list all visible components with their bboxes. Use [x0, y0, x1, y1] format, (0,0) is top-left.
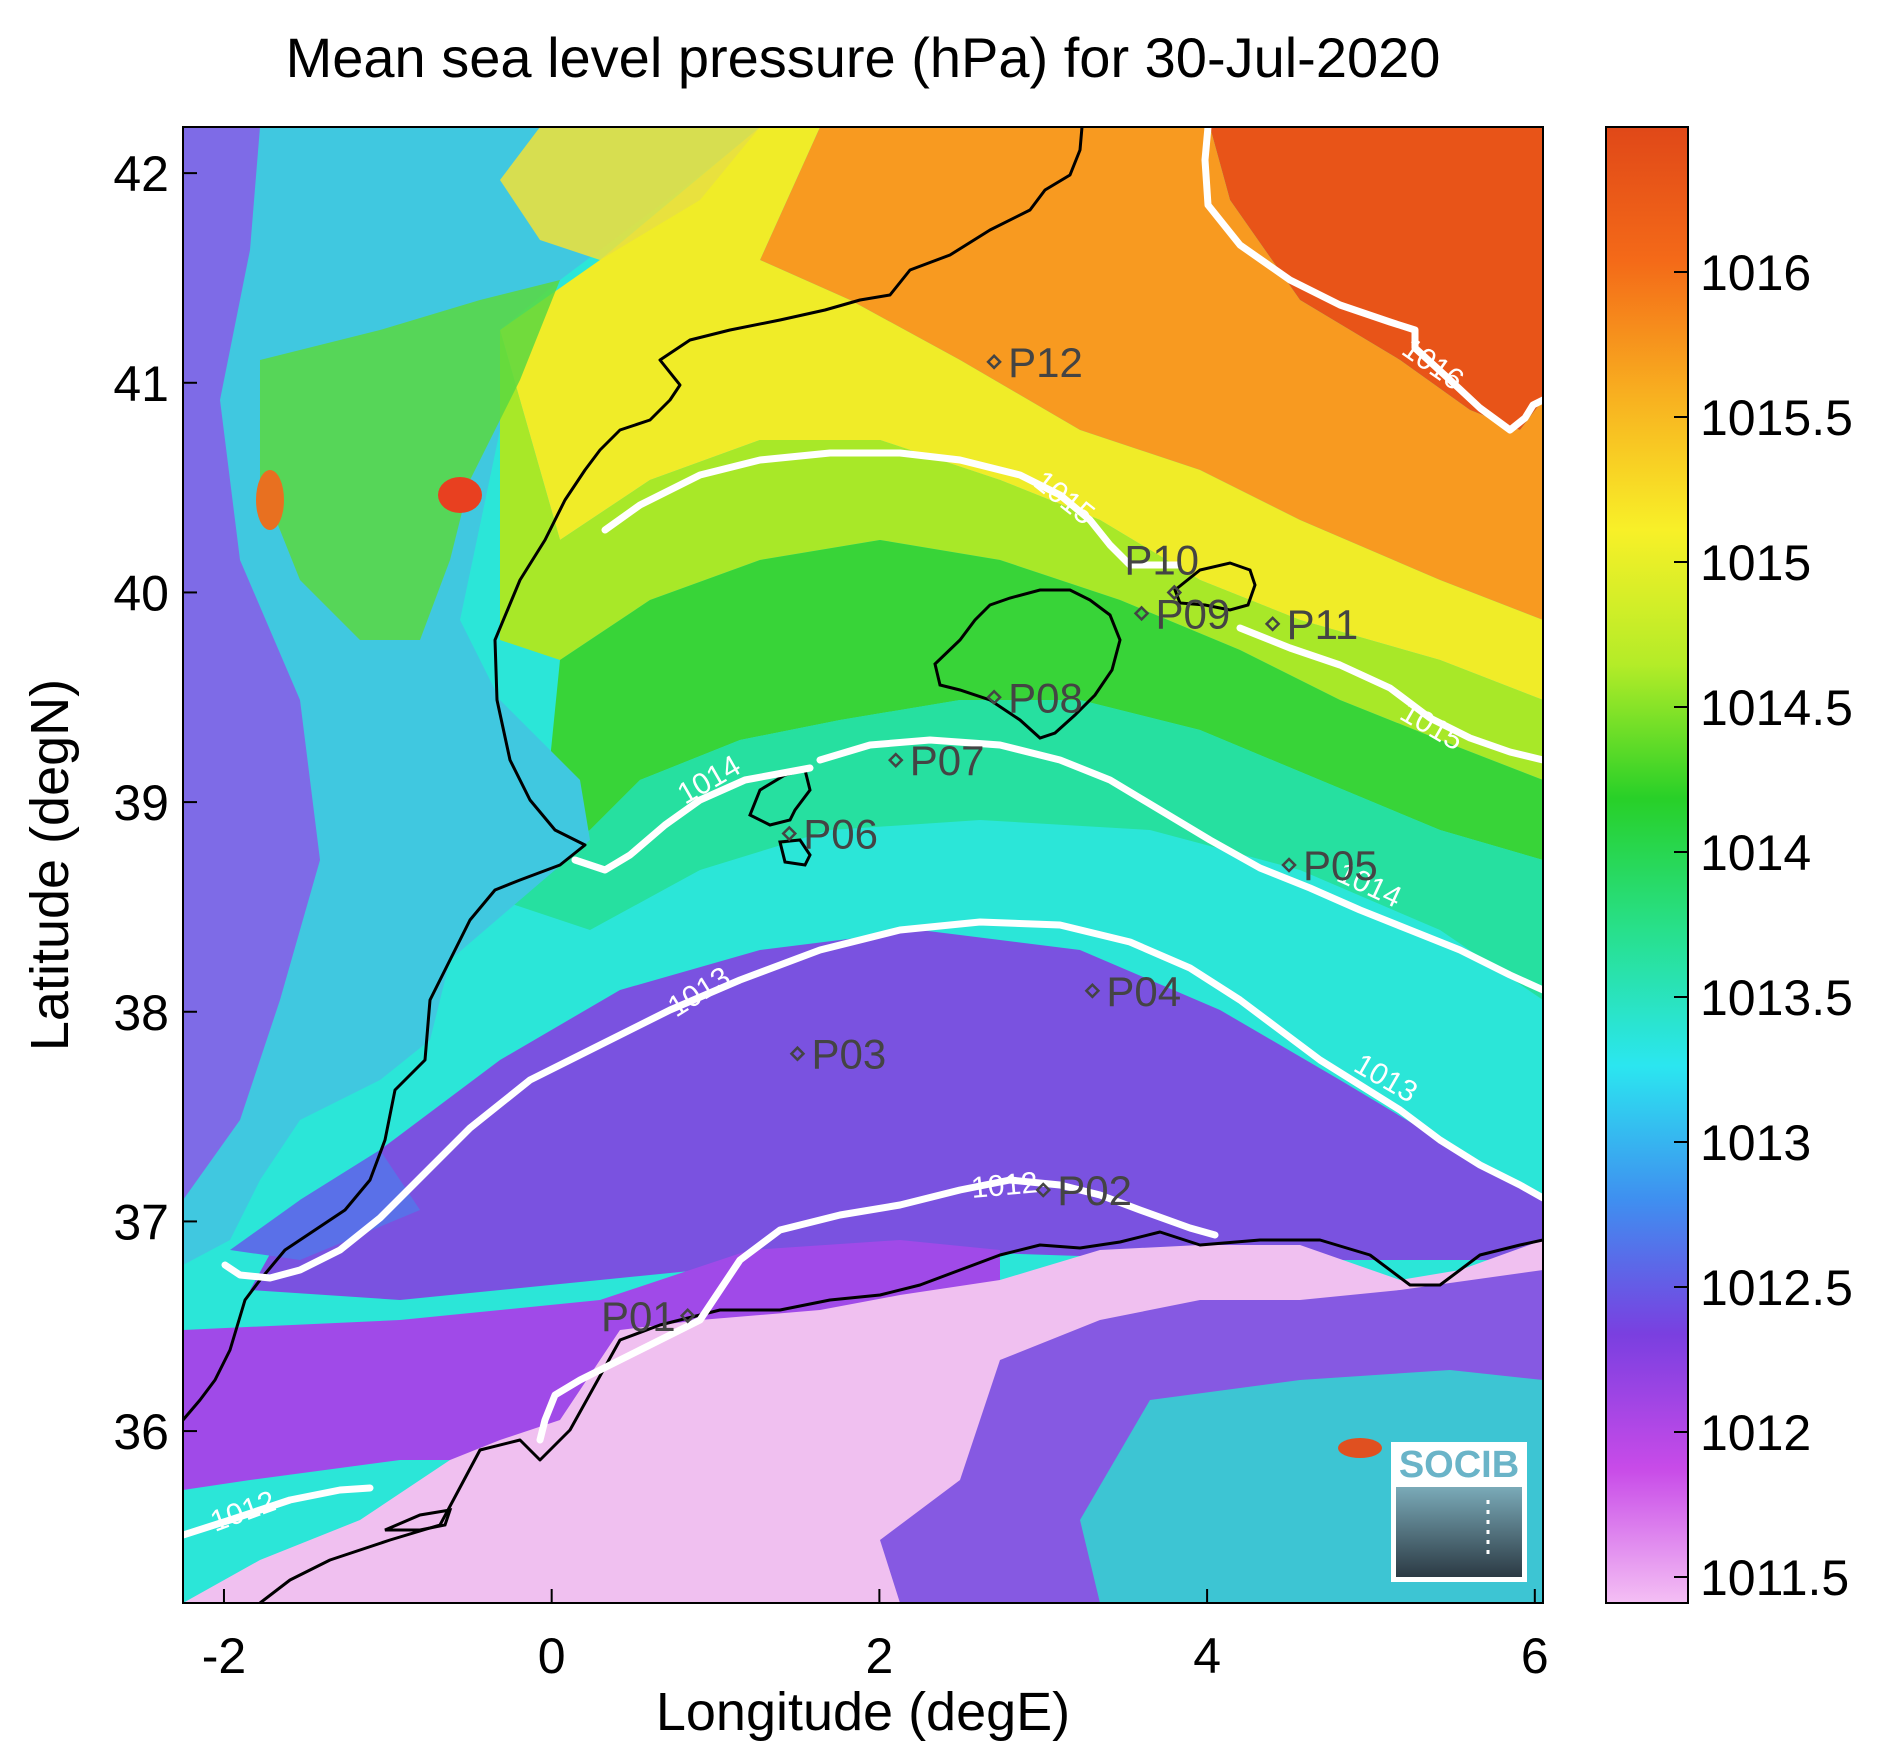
- station-marker-p01: [679, 1308, 696, 1324]
- coastline-africa: [259, 1230, 1543, 1603]
- colorbar-tick-label: 1012.5: [1700, 1260, 1853, 1316]
- x-tick-label: 2: [865, 1628, 893, 1684]
- field-band-1014-5: [500, 330, 1543, 780]
- contour-1014: [571, 736, 1543, 994]
- contour-1013: [221, 918, 1543, 1282]
- station-label-p06: P06: [803, 811, 878, 858]
- station-marker-p07: [888, 752, 904, 768]
- coastline-iberia: [183, 127, 1084, 1421]
- x-tick-label: -2: [202, 1628, 246, 1684]
- socib-logo: SOCIB: [1391, 1442, 1527, 1582]
- x-axis: -2 0 2 4 6: [202, 1589, 1549, 1684]
- colorbar-tick-label: 1016: [1700, 245, 1811, 301]
- station-label-p07: P07: [910, 737, 985, 784]
- colorbar-tick-label: 1011.5: [1700, 1550, 1849, 1606]
- contour-label-1012-a: 1012: [970, 1166, 1039, 1205]
- socib-logo-text: SOCIB: [1399, 1444, 1519, 1486]
- station-marker-p04: [1084, 983, 1101, 999]
- x-tick-label: 6: [1521, 1628, 1549, 1684]
- colorbar-tick-label: 1015.5: [1700, 390, 1853, 446]
- island-menorca: [1173, 561, 1257, 612]
- station-label-p09: P09: [1156, 590, 1231, 637]
- map-plot: 1016 1015 1015 1014 1014 1013 1013 1012 …: [183, 127, 1543, 1603]
- colorbar-tick-label: 1014: [1700, 825, 1811, 881]
- x-axis-label: Longitude (degE): [656, 1682, 1070, 1742]
- station-marker-p10: [1166, 584, 1183, 601]
- station-label-p03: P03: [811, 1031, 886, 1078]
- colorbar-tick-label: 1015: [1700, 535, 1811, 591]
- x-tick-label: 0: [538, 1628, 566, 1684]
- station-marker-p11: [1264, 616, 1281, 632]
- y-tick-label: 39: [113, 775, 169, 831]
- y-axis: 42 41 40 39 38 37 36: [113, 146, 197, 1460]
- y-tick-label: 37: [113, 1194, 169, 1250]
- colorbar-tick-label: 1013: [1700, 1115, 1811, 1171]
- contour-1016: [1201, 127, 1543, 434]
- island-alboran: [384, 1508, 453, 1532]
- station-marker-p06: [781, 825, 798, 842]
- land-iberia-yellow: [500, 127, 760, 260]
- y-tick-label: 41: [113, 356, 169, 412]
- station-marker-p12: [986, 354, 1002, 370]
- field-band-low-1012: [183, 1240, 1000, 1490]
- colorbar-tick-label: 1013.5: [1700, 970, 1853, 1026]
- colorbar-ticks: 1016 1015.5 1015 1014.5 1014 1013.5 1013 1012.5…: [1674, 245, 1853, 1606]
- contour-1015: [601, 449, 1543, 764]
- station-label-p12: P12: [1008, 339, 1083, 386]
- y-tick-label: 42: [113, 146, 169, 202]
- land-hotspot-red-2: [256, 470, 284, 530]
- y-tick-label: 38: [113, 985, 169, 1041]
- station-label-p10: P10: [1124, 536, 1199, 583]
- field-band-low-1012-5: [250, 930, 1543, 1300]
- land-iberia-green: [260, 280, 560, 640]
- station-label-p08: P08: [1008, 674, 1083, 721]
- station-marker-p09: [1133, 605, 1150, 622]
- station-label-p05: P05: [1303, 842, 1378, 889]
- land-hotspot-red: [438, 477, 482, 513]
- station-marker-p03: [789, 1045, 806, 1062]
- station-marker-p08: [986, 689, 1002, 706]
- y-tick-label: 40: [113, 565, 169, 621]
- colorbar-tick-label: 1014.5: [1700, 680, 1853, 736]
- contour-1012: [183, 1176, 1219, 1539]
- plot-frame: [182, 126, 1544, 1604]
- island-formentera: [778, 838, 812, 867]
- island-ibiza: [748, 768, 812, 827]
- field-band-1015: [500, 127, 1543, 700]
- station-marker-p02: [1035, 1182, 1052, 1198]
- station-label-p11: P11: [1287, 601, 1359, 648]
- station-markers: P01 P02 P03 P04 P05 P06 P07 P08 P09 P10 P11 P12: [601, 339, 1378, 1340]
- land-iberia-purple: [183, 127, 320, 1200]
- colorbar-tick-label: 1012: [1700, 1405, 1811, 1461]
- y-tick-label: 36: [113, 1404, 169, 1460]
- field-band-high-1016: [1210, 127, 1543, 430]
- x-tick-label: 4: [1193, 1628, 1221, 1684]
- chart-title: Mean sea level pressure (hPa) for 30-Jul…: [286, 26, 1441, 89]
- station-label-p04: P04: [1106, 968, 1181, 1015]
- colorbar: [1605, 126, 1689, 1604]
- station-marker-p05: [1281, 857, 1297, 873]
- y-axis-label: Latitude (degN): [20, 679, 80, 1051]
- land-hotspot-red-3: [1338, 1438, 1382, 1458]
- station-label-p01: P01: [601, 1293, 676, 1340]
- station-label-p02: P02: [1057, 1167, 1132, 1214]
